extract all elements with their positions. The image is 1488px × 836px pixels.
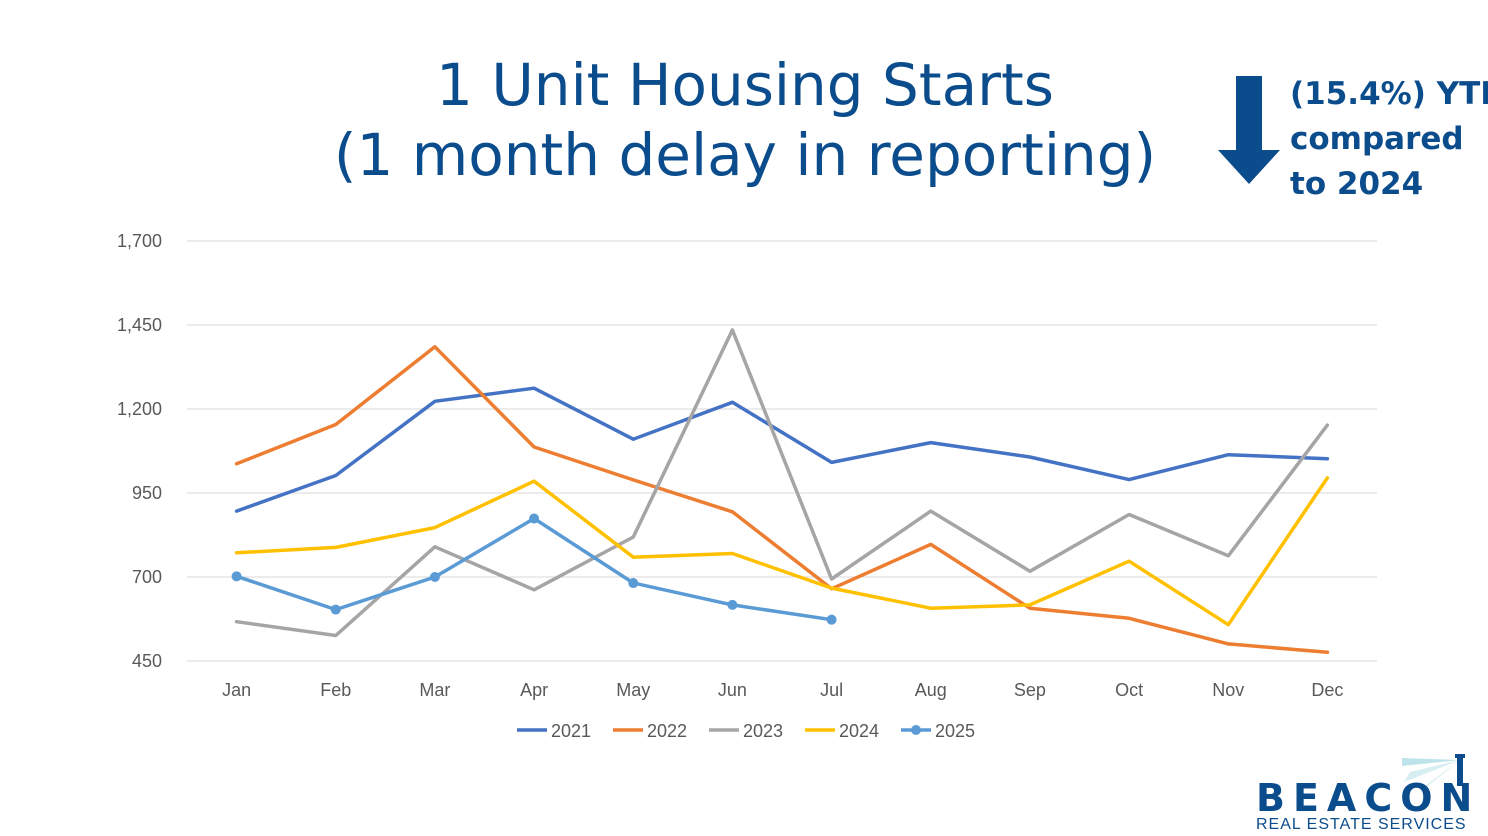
legend-label: 2022 [647,721,687,741]
chart-title-line-2: (1 month delay in reporting) [333,121,1157,189]
x-tick-label: Dec [1311,680,1343,700]
y-tick-label: 1,200 [117,399,162,419]
ytd-callout-line-3: to 2024 [1290,166,1424,202]
ytd-callout: (15.4%) YTD compared to 2024 [1290,72,1488,207]
y-tick-label: 700 [132,567,162,587]
data-point-2025 [826,614,837,625]
lighthouse-icon [1402,754,1465,792]
data-point-2025 [727,599,738,610]
ytd-callout-line-2: compared [1290,121,1464,157]
x-tick-label: Jul [820,680,843,700]
legend-label: 2025 [935,721,975,741]
y-tick-label: 1,450 [117,315,162,335]
series-line-2021 [234,386,1330,513]
series-line-2022 [234,345,1330,655]
x-tick-label: Nov [1212,680,1244,700]
legend-label: 2023 [743,721,783,741]
x-tick-label: Apr [520,680,548,700]
x-tick-label: May [616,680,650,700]
data-point-2025 [231,571,242,582]
y-tick-label: 1,700 [117,231,162,251]
x-tick-label: Feb [320,680,351,700]
data-point-2025 [429,572,440,582]
logo-wordmark: BEACON [1256,776,1481,820]
arrow-down-icon [1218,76,1280,184]
data-point-2025 [330,604,341,615]
legend-label: 2024 [839,721,879,741]
x-tick-label: Jan [222,680,251,700]
x-tick-label: Aug [915,680,947,700]
series-line-2024 [234,476,1330,627]
data-point-2025 [628,578,639,589]
x-tick-label: Oct [1115,680,1143,700]
series-line-2023 [234,328,1330,638]
legend-marker-2025 [911,725,921,735]
data-point-2025 [529,513,540,524]
x-tick-label: Jun [718,680,747,700]
series-line-2025 [234,516,834,622]
legend-label: 2021 [551,721,591,741]
chart-title-line-1: 1 Unit Housing Starts [436,51,1054,119]
ytd-callout-line-1: (15.4%) YTD [1290,76,1488,112]
y-tick-label: 450 [132,651,162,671]
y-tick-label: 950 [132,483,162,503]
beacon-logo: BEACON REAL ESTATE SERVICES [1250,752,1480,836]
x-tick-label: Mar [419,680,450,700]
chart-title: 1 Unit Housing Starts (1 month delay in … [300,50,1190,190]
x-tick-label: Sep [1014,680,1046,700]
logo-subtitle: REAL ESTATE SERVICES [1256,816,1467,833]
